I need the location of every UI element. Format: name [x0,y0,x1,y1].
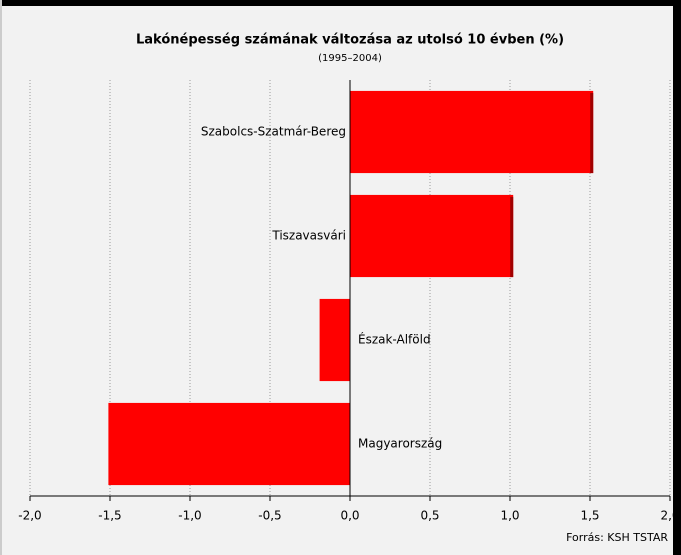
bar-edge [510,196,514,278]
x-tick-label: 0,0 [340,509,359,523]
x-tick-label: -2,0 [18,509,41,523]
x-tick-label: 2,0 [660,509,679,523]
bar [350,194,514,278]
bar [350,90,594,174]
frame-left [0,0,2,555]
x-tick-label: 0,5 [420,509,439,523]
chart-subtitle: (1995–2004) [318,53,382,64]
source: Forrás: KSH TSTAR [566,531,668,544]
x-tick-label: -1,0 [178,509,201,523]
x-tick-label: 1,5 [580,509,599,523]
bar [108,402,351,486]
bar-edge [590,92,594,174]
frame-right [673,0,681,555]
category-label: Észak-Alföld [358,332,431,347]
category-label: Szabolcs-Szatmár-Bereg [201,125,346,139]
x-tick-label: -1,5 [98,509,121,523]
chart-title: Lakónépesség számának változása az utols… [136,33,564,48]
bar [319,298,350,382]
x-tick-label: -0,5 [258,509,281,523]
x-tick-label: 1,0 [500,509,519,523]
category-label: Magyarország [358,437,442,451]
category-label: Tiszavasvári [271,229,346,243]
frame-top [0,0,681,6]
